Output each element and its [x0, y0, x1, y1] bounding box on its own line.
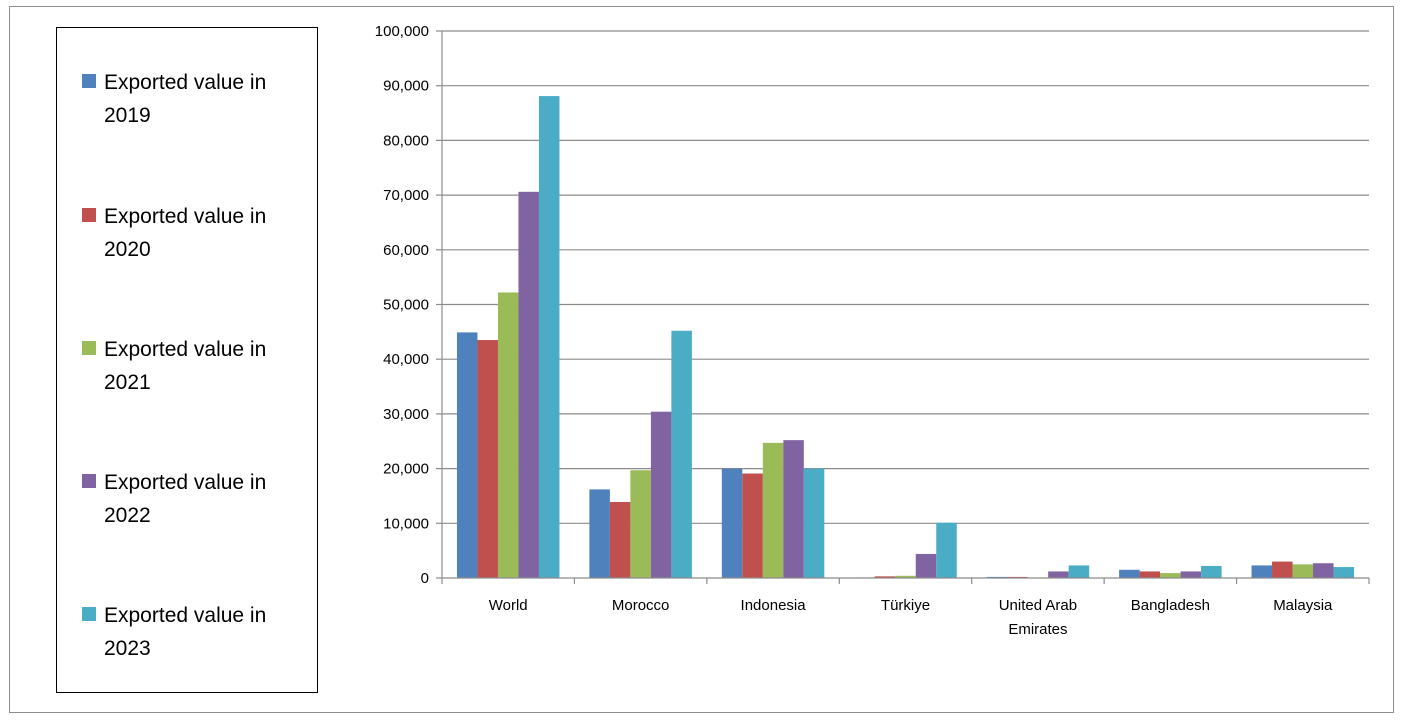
bar: [1048, 571, 1069, 578]
x-category-label: Bangladesh: [1131, 597, 1210, 614]
legend-label: Exported value in 2021: [104, 333, 304, 399]
y-tick-label: 20,000: [383, 461, 429, 478]
y-tick-label: 70,000: [383, 187, 429, 204]
legend-label: Exported value in 2020: [104, 200, 304, 266]
legend: Exported value in 2019 Exported value in 20…: [56, 27, 318, 693]
legend-label-line: Exported value in: [104, 471, 267, 494]
legend-swatch: [82, 474, 96, 488]
legend-swatch: [82, 208, 96, 222]
bar: [874, 576, 896, 578]
bar: [1201, 565, 1222, 578]
bar: [630, 470, 651, 578]
y-tick-label: 0: [421, 570, 429, 587]
bar: [721, 468, 743, 578]
y-tick-label: 60,000: [383, 242, 429, 259]
bar: [1292, 564, 1314, 578]
bar: [1251, 565, 1273, 578]
legend-swatch: [82, 74, 96, 88]
bar: [915, 553, 937, 578]
bar: [895, 575, 916, 578]
y-tick-label: 80,000: [383, 132, 429, 149]
bar: [497, 292, 519, 578]
y-tick-label: 40,000: [383, 351, 429, 368]
x-category-label: Türkiye: [881, 597, 930, 614]
bar: [1160, 573, 1181, 578]
legend-label: Exported value in 2023: [104, 599, 304, 665]
x-category-label: World: [489, 597, 528, 614]
bar: [1333, 567, 1355, 578]
bar: [609, 501, 631, 578]
bar: [1068, 565, 1090, 578]
legend-label-line: Exported value in: [104, 604, 267, 627]
y-tick-label: 90,000: [383, 78, 429, 95]
bar: [518, 191, 539, 578]
legend-label-line: Exported value in: [104, 338, 267, 361]
y-tick-label: 100,000: [375, 23, 429, 40]
bar: [783, 440, 804, 578]
bar: [803, 468, 825, 578]
bar: [742, 473, 763, 578]
bar: [936, 522, 957, 578]
bar: [1272, 561, 1293, 578]
bar: [589, 489, 610, 578]
y-tick-label: 10,000: [383, 515, 429, 532]
bar: [477, 340, 498, 578]
legend-swatch: [82, 607, 96, 621]
bar: [1180, 571, 1202, 578]
legend-label-line: Exported value in: [104, 205, 267, 228]
bar: [1139, 571, 1161, 578]
bar: [538, 96, 560, 578]
legend-label: Exported value in 2019: [104, 66, 304, 132]
bar: [1313, 563, 1334, 578]
x-category-label: Morocco: [612, 597, 670, 614]
legend-label-line: 2020: [104, 238, 151, 261]
legend-label-line: 2021: [104, 371, 151, 394]
legend-label: Exported value in 2022: [104, 466, 304, 532]
legend-label-line: Exported value in: [104, 71, 267, 94]
bar: [762, 442, 784, 578]
legend-label-line: 2019: [104, 104, 151, 127]
x-category-label: Indonesia: [741, 597, 807, 614]
x-category-label: Malaysia: [1273, 597, 1333, 614]
x-category-label: United Arab: [999, 597, 1077, 614]
bar: [1119, 569, 1140, 578]
legend-swatch: [82, 341, 96, 355]
x-category-label: Emirates: [1008, 621, 1067, 638]
legend-label-line: 2022: [104, 504, 151, 527]
y-tick-label: 30,000: [383, 406, 429, 423]
bar: [671, 330, 692, 578]
legend-label-line: 2023: [104, 637, 151, 660]
y-tick-label: 50,000: [383, 297, 429, 314]
bar: [456, 332, 478, 578]
bar: [650, 411, 672, 578]
